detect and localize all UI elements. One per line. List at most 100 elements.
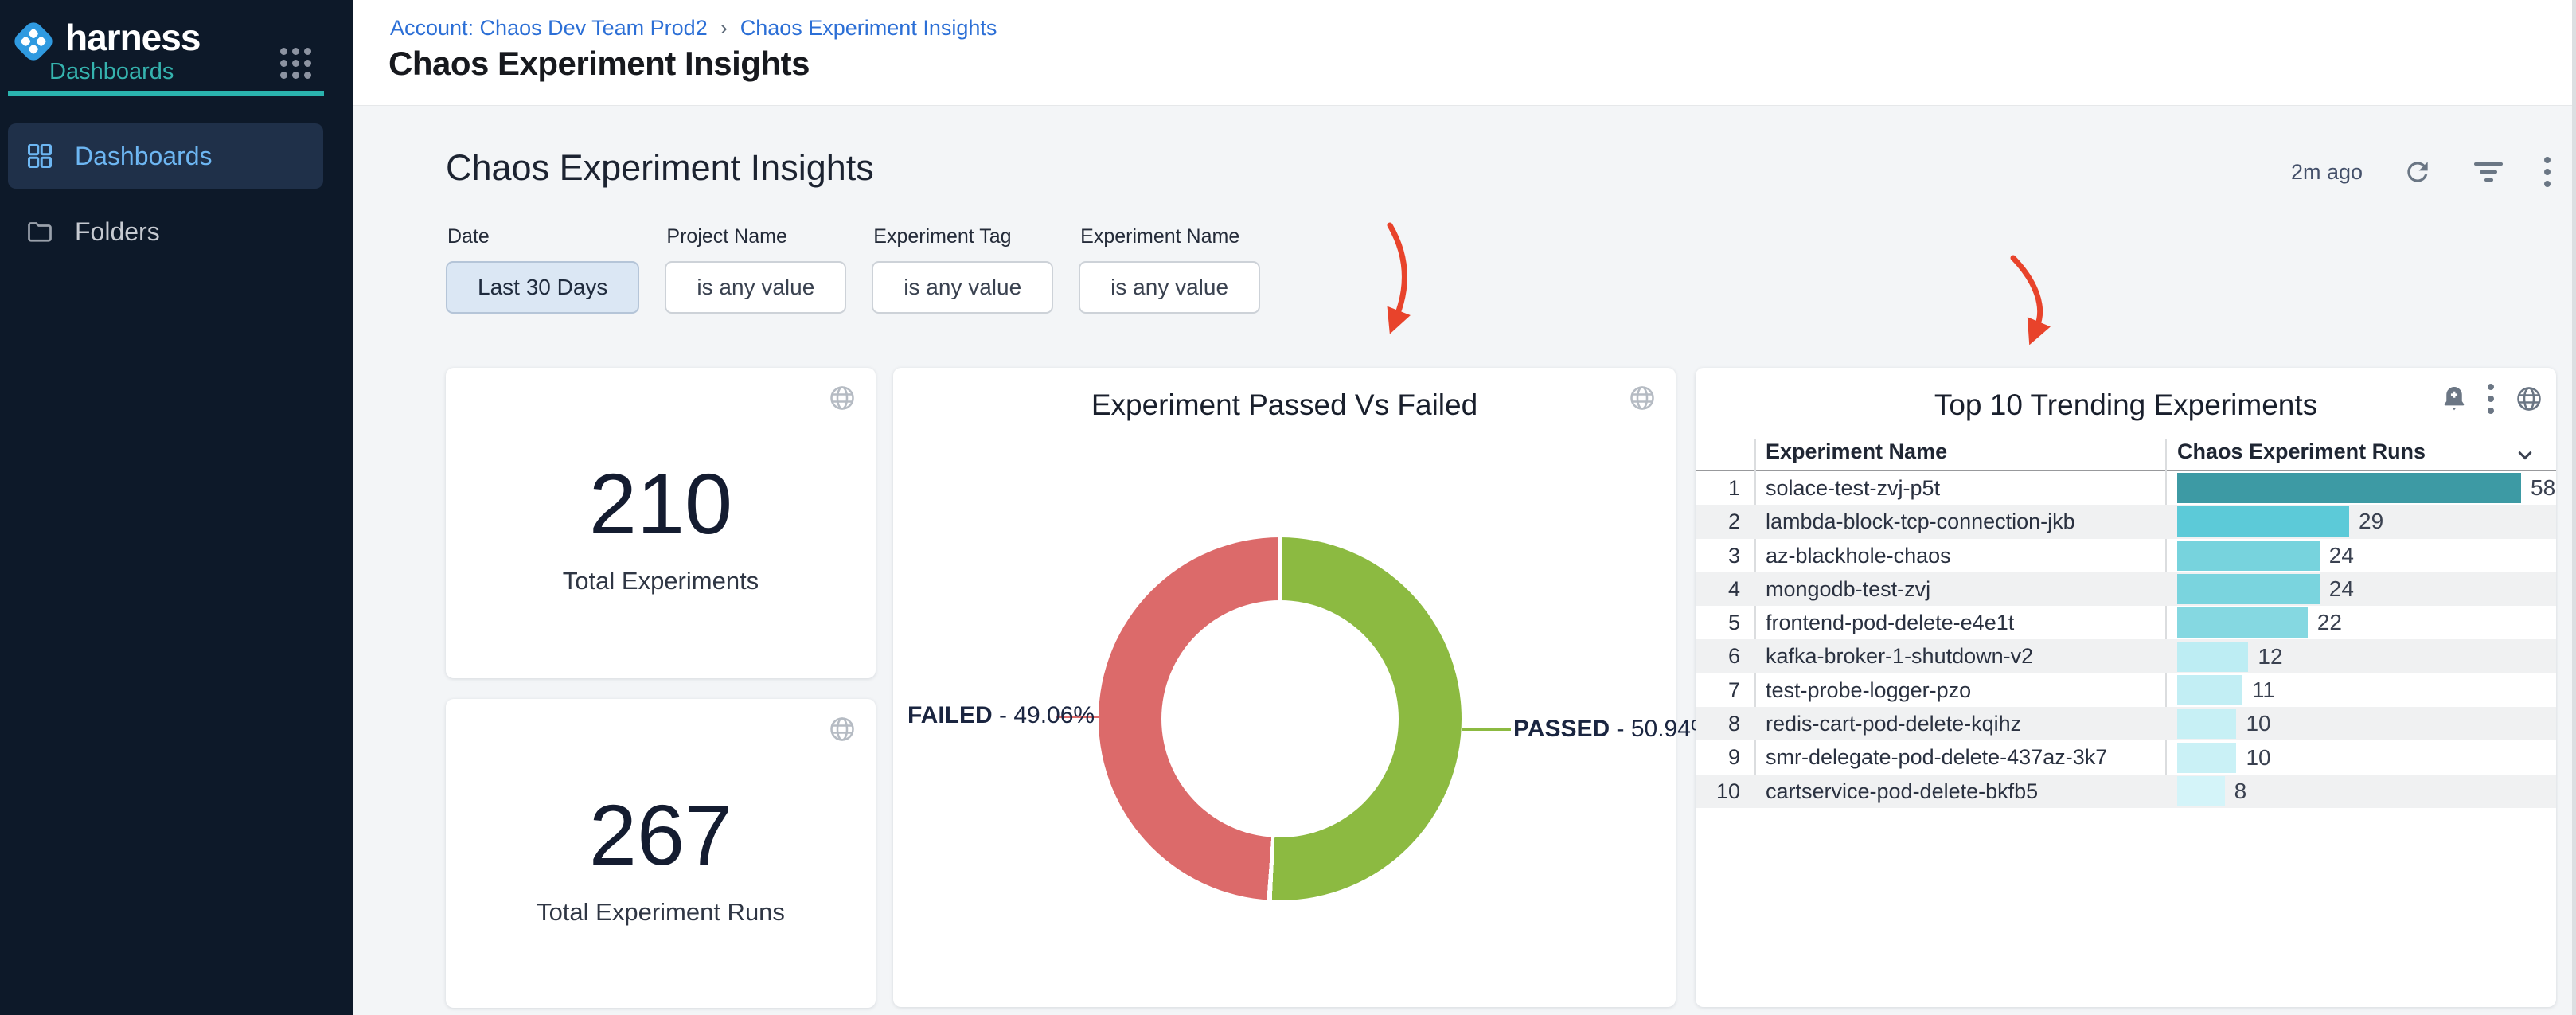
rank-column-header bbox=[1696, 439, 1754, 470]
filter-group: Experiment Tag is any value bbox=[872, 225, 1054, 314]
harness-logo-icon bbox=[14, 22, 53, 61]
run-count-bar[interactable] bbox=[2177, 641, 2249, 672]
sidebar-item-folders[interactable]: Folders bbox=[8, 199, 323, 264]
label-separator: - bbox=[992, 702, 1014, 728]
table-body: 1 solace-test-zvj-p5t 58 2 lambda-block-… bbox=[1696, 471, 2556, 808]
filter-pill-project-name[interactable]: is any value bbox=[665, 261, 847, 314]
row-run-count: 29 bbox=[2359, 509, 2384, 534]
row-rank: 7 bbox=[1727, 677, 1740, 702]
table-row: 6 kafka-broker-1-shutdown-v2 12 bbox=[1696, 639, 2556, 673]
table-row: 10 cartservice-pod-delete-bkfb5 8 bbox=[1696, 774, 2556, 808]
row-experiment-name[interactable]: smr-delegate-pod-delete-437az-3k7 bbox=[1766, 745, 2108, 770]
globe-icon[interactable] bbox=[2515, 385, 2543, 413]
breadcrumb-separator: › bbox=[720, 16, 728, 40]
row-experiment-name[interactable]: az-blackhole-chaos bbox=[1766, 543, 1951, 568]
table-row: 9 smr-delegate-pod-delete-437az-3k7 10 bbox=[1696, 740, 2556, 774]
row-experiment-name[interactable]: test-probe-logger-pzo bbox=[1766, 677, 1972, 702]
refresh-icon[interactable] bbox=[2402, 157, 2433, 187]
passed-slice-label: PASSED - 50.94% bbox=[1513, 716, 1712, 743]
row-bar-cell: 8 bbox=[2165, 775, 2556, 808]
row-experiment-name[interactable]: mongodb-test-zvj bbox=[1766, 576, 1931, 601]
filter-pill-experiment-name[interactable]: is any value bbox=[1079, 261, 1261, 314]
row-run-count: 58 bbox=[2531, 475, 2556, 501]
tile-more-options-icon[interactable] bbox=[2488, 384, 2496, 414]
dashboard-content: Chaos Experiment Insights 2m ago Date La… bbox=[353, 106, 2576, 1015]
row-bar-cell: 24 bbox=[2165, 539, 2556, 572]
run-count-bar[interactable] bbox=[2177, 574, 2320, 605]
total-experiment-runs-value: 267 bbox=[588, 787, 733, 883]
table-row: 5 frontend-pod-delete-e4e1t 22 bbox=[1696, 606, 2556, 639]
experiment-name-column-header: Experiment Name bbox=[1766, 439, 1948, 463]
row-run-count: 11 bbox=[2251, 677, 2275, 702]
chevron-down-icon[interactable] bbox=[2513, 443, 2537, 467]
run-count-bar[interactable] bbox=[2177, 506, 2349, 537]
row-run-count: 22 bbox=[2316, 610, 2343, 635]
table-row: 4 mongodb-test-zvj 24 bbox=[1696, 572, 2556, 607]
breadcrumb: Account: Chaos Dev Team Prod2 › Chaos Expe… bbox=[390, 16, 997, 41]
run-count-bar[interactable] bbox=[2177, 540, 2320, 571]
row-experiment-name[interactable]: cartservice-pod-delete-bkfb5 bbox=[1766, 779, 2039, 803]
table-row: 1 solace-test-zvj-p5t 58 bbox=[1696, 471, 2556, 505]
column-divider bbox=[1754, 439, 1756, 808]
filter-pill-experiment-tag[interactable]: is any value bbox=[872, 261, 1054, 314]
runs-column-header: Chaos Experiment Runs bbox=[2177, 439, 2426, 463]
total-experiments-value: 210 bbox=[588, 455, 733, 552]
breadcrumb-current-link[interactable]: Chaos Experiment Insights bbox=[740, 16, 997, 40]
column-divider bbox=[2165, 439, 2167, 808]
filter-group: Date Last 30 Days bbox=[446, 225, 640, 314]
row-experiment-name[interactable]: solace-test-zvj-p5t bbox=[1766, 476, 1941, 500]
globe-icon[interactable] bbox=[1628, 384, 1657, 412]
row-run-count: 24 bbox=[2328, 542, 2354, 568]
passed-vs-failed-card: Experiment Passed Vs Failed FAILED - 49.… bbox=[893, 368, 1712, 1007]
breadcrumb-account-link[interactable]: Account: Chaos Dev Team Prod2 bbox=[390, 16, 708, 40]
module-name: Dashboards bbox=[49, 59, 174, 84]
row-experiment-name[interactable]: frontend-pod-delete-e4e1t bbox=[1766, 611, 2015, 635]
filter-group: Project Name is any value bbox=[665, 225, 847, 314]
globe-icon[interactable] bbox=[828, 715, 857, 744]
filter-label: Date bbox=[447, 225, 490, 248]
run-count-bar[interactable] bbox=[2177, 775, 2225, 806]
row-rank: 9 bbox=[1727, 745, 1740, 770]
dashboard-controls: 2m ago bbox=[2291, 157, 2552, 187]
run-count-bar[interactable] bbox=[2177, 709, 2237, 740]
filter-pill-date[interactable]: Last 30 Days bbox=[446, 261, 640, 314]
run-count-bar[interactable] bbox=[2177, 473, 2521, 504]
header-divider bbox=[1696, 470, 2556, 471]
passed-label-text: PASSED bbox=[1513, 716, 1610, 742]
filter-label: Experiment Name bbox=[1080, 225, 1240, 248]
total-experiment-runs-card: 267 Total Experiment Runs bbox=[446, 699, 876, 1008]
filter-group: Experiment Name is any value bbox=[1079, 225, 1261, 314]
module-switcher-grid-icon[interactable] bbox=[277, 45, 312, 80]
row-experiment-name[interactable]: kafka-broker-1-shutdown-v2 bbox=[1766, 644, 2034, 669]
row-rank: 2 bbox=[1727, 509, 1740, 534]
alert-bell-add-icon[interactable] bbox=[2440, 385, 2469, 413]
run-count-bar[interactable] bbox=[2177, 607, 2308, 638]
dashboard-filters-icon[interactable] bbox=[2473, 160, 2504, 184]
row-experiment-name[interactable]: lambda-block-tcp-connection-jkb bbox=[1766, 509, 2075, 534]
row-experiment-name[interactable]: redis-cart-pod-delete-kqihz bbox=[1766, 712, 2022, 736]
globe-icon[interactable] bbox=[828, 384, 857, 412]
failed-label-text: FAILED bbox=[907, 702, 993, 728]
dashboard-title: Chaos Experiment Insights bbox=[446, 147, 874, 188]
table-row: 2 lambda-block-tcp-connection-jkb 29 bbox=[1696, 505, 2556, 539]
row-rank: 10 bbox=[1715, 779, 1740, 803]
row-run-count: 10 bbox=[2246, 744, 2271, 770]
sidebar-item-label: Dashboards bbox=[75, 141, 213, 170]
row-bar-cell: 24 bbox=[2165, 572, 2556, 606]
filter-label: Experiment Tag bbox=[873, 225, 1012, 248]
label-separator: - bbox=[1610, 716, 1631, 742]
row-bar-cell: 10 bbox=[2165, 707, 2556, 740]
run-count-bar[interactable] bbox=[2177, 674, 2242, 705]
total-experiments-label: Total Experiments bbox=[562, 567, 759, 595]
window-scrollbar-edge[interactable] bbox=[2572, 0, 2576, 1015]
dashboards-grid-icon bbox=[28, 144, 52, 168]
table-row: 7 test-probe-logger-pzo 11 bbox=[1696, 673, 2556, 707]
passed-leader-line bbox=[1462, 728, 1511, 731]
dashboard-more-options-icon[interactable] bbox=[2544, 157, 2552, 187]
row-rank: 6 bbox=[1727, 644, 1740, 669]
total-experiment-runs-label: Total Experiment Runs bbox=[537, 898, 785, 926]
donut-chart[interactable] bbox=[1099, 537, 1462, 900]
sidebar-item-dashboards[interactable]: Dashboards bbox=[8, 123, 323, 189]
row-run-count: 10 bbox=[2246, 711, 2271, 736]
run-count-bar[interactable] bbox=[2177, 742, 2237, 773]
